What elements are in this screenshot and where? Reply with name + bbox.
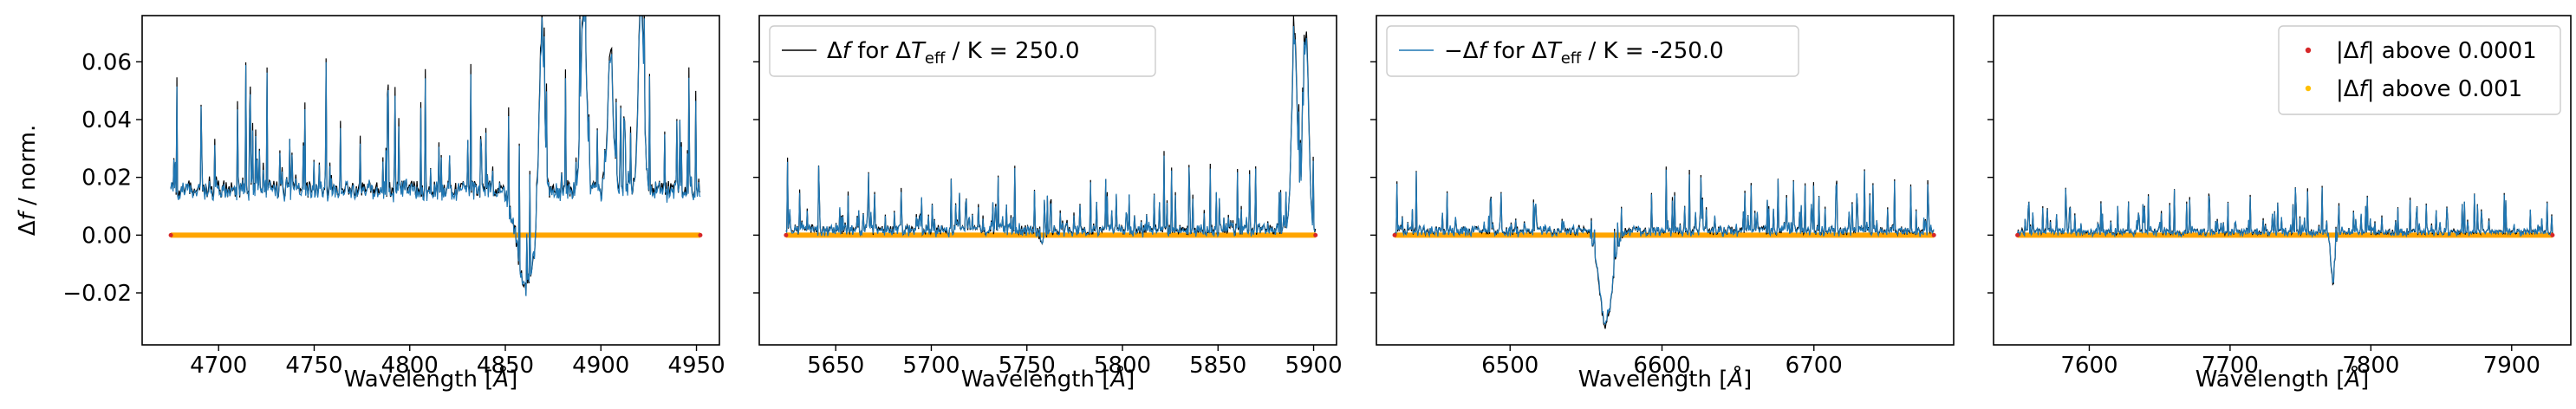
- end-point-marker: [2015, 232, 2020, 237]
- panel-3: 6500 6600 6700 Wavelength [Å] −Δf for ΔTeff …: [1370, 15, 1955, 393]
- x-tick-label: 5800: [1094, 353, 1151, 379]
- x-axis-label: Wavelength [Å]: [2195, 365, 2370, 393]
- legend-box: [769, 25, 1156, 77]
- x-tick-label: 4750: [285, 353, 342, 379]
- panel-1: 4700 4750 4800 4850 4900 4950 −0.02 0.00 0.02 0.0…: [15, 15, 725, 393]
- axes-frame: [1376, 15, 1955, 346]
- x-tick-label: 4850: [477, 353, 534, 379]
- x-tick-label: 7600: [2060, 353, 2117, 379]
- legend-label: Δf for ΔTeff / K = 250.0: [827, 38, 1080, 68]
- axes-frame: [758, 15, 1337, 346]
- legend-box: [2278, 25, 2561, 115]
- legend-label: −Δf for ΔTeff / K = -250.0: [1444, 38, 1724, 68]
- x-tick-label: 4900: [572, 353, 629, 379]
- panel-4: 7600 7700 7800 7900 Wavelength [Å] |Δf| above…: [1987, 15, 2572, 393]
- end-point-marker: [784, 232, 789, 237]
- x-tick-label: 6700: [1786, 353, 1843, 379]
- legend-label: |Δf| above 0.001: [2336, 76, 2522, 102]
- y-axis-label: Δf / norm.: [15, 125, 41, 236]
- series-minus-delta-f: [1394, 169, 1935, 325]
- x-tick-label: 5650: [807, 353, 864, 379]
- x-tick-label: 6600: [1633, 353, 1690, 379]
- series-minus-delta-f: [785, 26, 1316, 245]
- legend-marker: [2305, 47, 2312, 54]
- y-tick-label: 0.02: [81, 166, 132, 192]
- end-point-marker: [1313, 232, 1318, 237]
- y-tick-label: 0.06: [81, 49, 132, 75]
- end-point-marker: [2550, 232, 2555, 237]
- series-minus-delta-f: [2017, 187, 2553, 283]
- x-tick-label: 7900: [2483, 353, 2540, 379]
- series-minus-delta-f: [170, 16, 701, 296]
- x-tick-label: 4800: [381, 353, 439, 379]
- y-tick-label: 0.00: [81, 223, 132, 249]
- x-tick-label: 4950: [667, 353, 725, 379]
- end-point-marker: [1392, 232, 1397, 237]
- x-tick-label: 4700: [190, 353, 247, 379]
- x-tick-label: 5850: [1189, 353, 1246, 379]
- y-tick-label: 0.04: [81, 107, 132, 133]
- legend-box: [1386, 25, 1799, 77]
- series-delta-f: [1394, 166, 1935, 329]
- end-point-marker: [698, 232, 703, 237]
- y-tick-label: −0.02: [62, 281, 132, 307]
- x-axis-label: Wavelength [Å]: [1578, 365, 1753, 393]
- end-point-marker: [168, 232, 173, 237]
- axes-frame: [141, 15, 720, 346]
- x-tick-label: 5900: [1285, 353, 1342, 379]
- axes-frame: [1993, 15, 2572, 346]
- panel-2: 5650 5700 5750 5800 5850 5900 Wavelength [Å] Δf…: [753, 15, 1343, 393]
- x-axis-label: Wavelength [Å]: [344, 365, 518, 393]
- x-tick-label: 7700: [2202, 353, 2259, 379]
- x-tick-label: 7800: [2342, 353, 2399, 379]
- legend-label: |Δf| above 0.0001: [2336, 38, 2537, 64]
- x-tick-label: 6500: [1481, 353, 1538, 379]
- x-tick-label: 5750: [999, 353, 1056, 379]
- end-point-marker: [1931, 232, 1936, 237]
- legend-marker: [2305, 85, 2312, 92]
- x-axis-label: Wavelength [Å]: [961, 365, 1135, 393]
- x-tick-label: 5700: [902, 353, 959, 379]
